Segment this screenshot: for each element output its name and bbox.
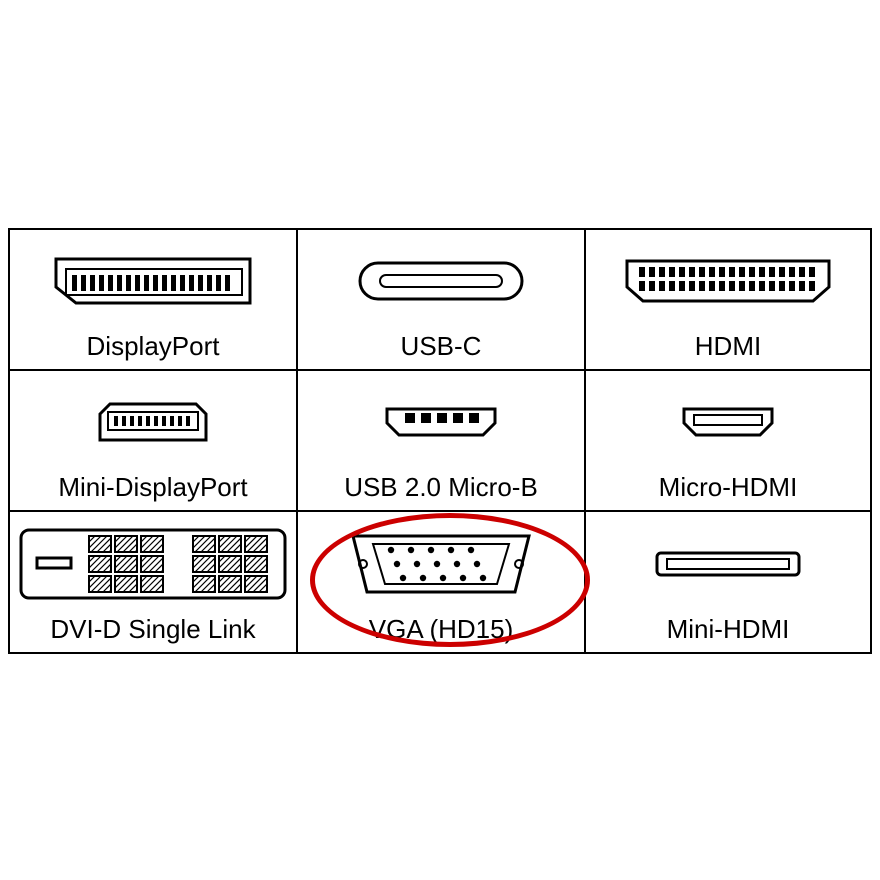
cell-usb-c: USB-C [297, 229, 585, 370]
dvi-d-icon [10, 512, 296, 615]
label-usb-micro-b: USB 2.0 Micro-B [344, 473, 538, 510]
cell-displayport: DisplayPort [9, 229, 297, 370]
label-mini-displayport: Mini-DisplayPort [58, 473, 247, 510]
cell-vga: VGA (HD15) [297, 511, 585, 653]
usb-micro-b-icon [298, 371, 584, 473]
micro-hdmi-icon [586, 371, 870, 473]
cell-dvi-d: DVI-D Single Link [9, 511, 297, 653]
label-hdmi: HDMI [695, 332, 761, 369]
cell-mini-hdmi: Mini-HDMI [585, 511, 871, 653]
connector-grid: DisplayPort USB-C HDMI Mini-DisplayPort US… [8, 228, 872, 654]
cell-hdmi: HDMI [585, 229, 871, 370]
cell-usb-micro-b: USB 2.0 Micro-B [297, 370, 585, 511]
label-vga: VGA (HD15) [369, 615, 514, 652]
label-micro-hdmi: Micro-HDMI [659, 473, 798, 510]
displayport-icon [10, 230, 296, 332]
cell-mini-displayport: Mini-DisplayPort [9, 370, 297, 511]
label-mini-hdmi: Mini-HDMI [667, 615, 790, 652]
mini-hdmi-icon [586, 512, 870, 615]
label-dvi-d: DVI-D Single Link [50, 615, 255, 652]
connector-chart: DisplayPort USB-C HDMI Mini-DisplayPort US… [0, 0, 880, 880]
cell-micro-hdmi: Micro-HDMI [585, 370, 871, 511]
hdmi-icon [586, 230, 870, 332]
usb-c-icon [298, 230, 584, 332]
mini-displayport-icon [10, 371, 296, 473]
vga-icon [298, 512, 584, 615]
label-usb-c: USB-C [401, 332, 482, 369]
label-displayport: DisplayPort [87, 332, 220, 369]
